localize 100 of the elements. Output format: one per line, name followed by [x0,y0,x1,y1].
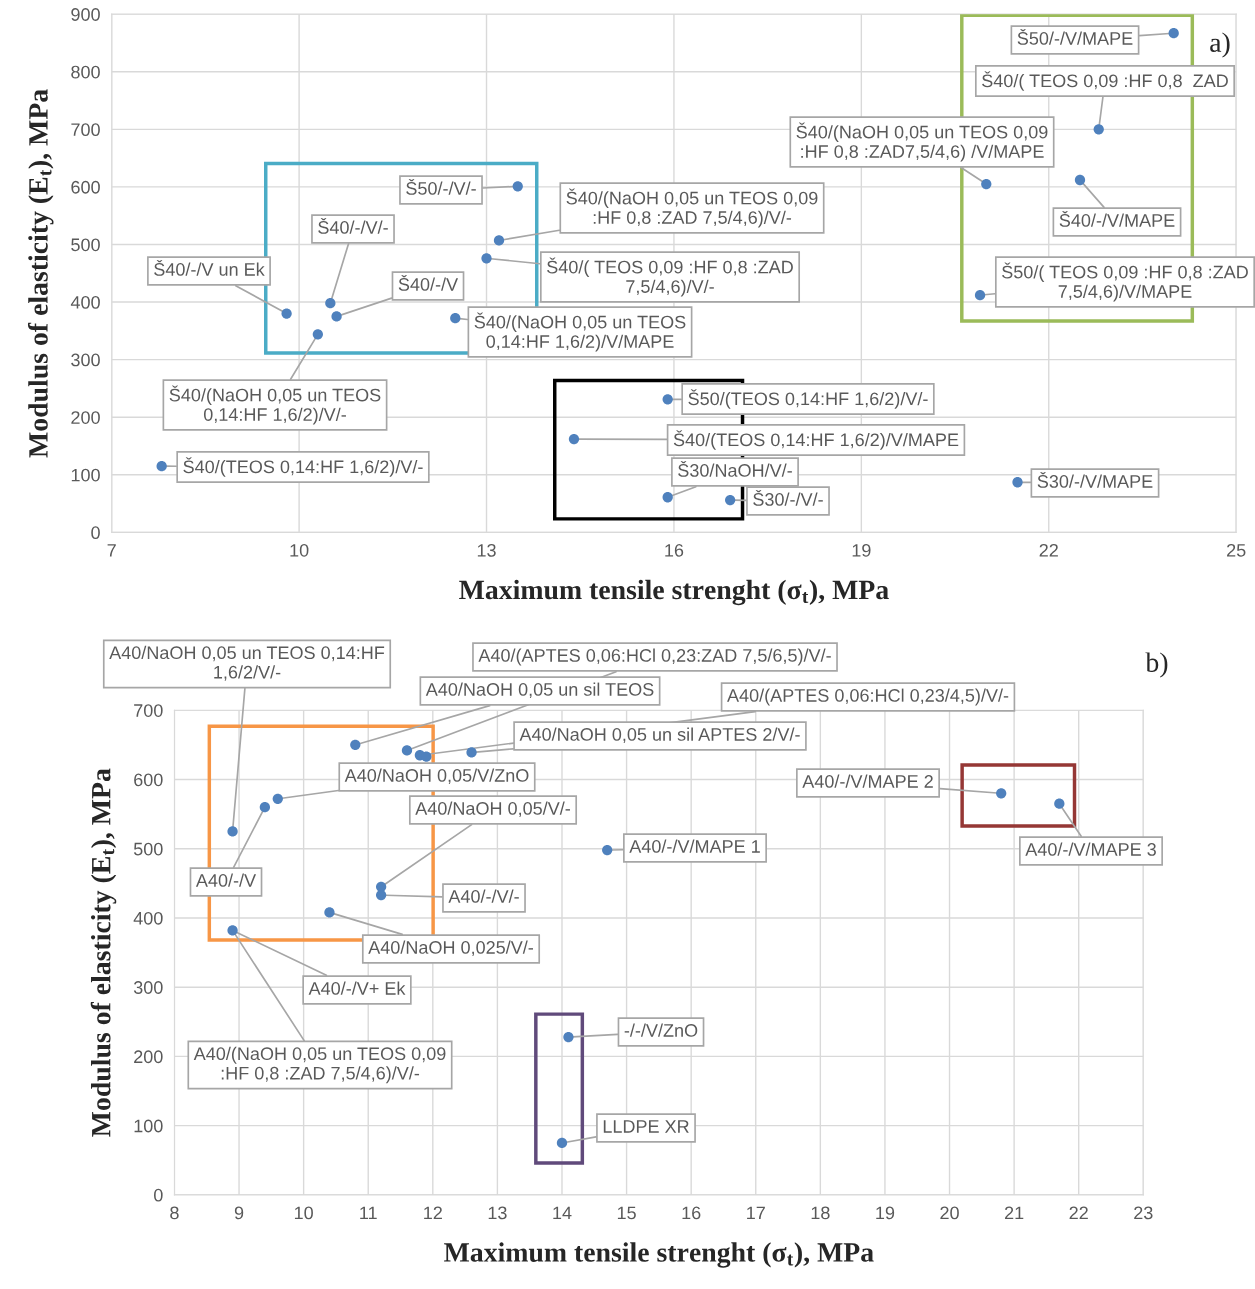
y-tick-label: 0 [154,1188,163,1202]
annotation: Š50/( TEOS 0,09 :HF 0,8 :ZAD 7,5/4,6)/V/MAPE [1002,262,1248,302]
point [421,751,432,762]
y-tick-label: 400 [70,295,100,309]
y-tick-label: 500 [71,238,100,252]
annotation: Š50/-/V/MAPE [1017,28,1133,45]
point [662,394,673,405]
point [350,739,361,751]
x-tick-label: 16 [682,1206,701,1220]
point [1074,174,1086,186]
point [1054,798,1065,809]
x-tick-label: 7 [107,544,116,557]
x-tick-label: 25 [1227,543,1246,557]
point [481,253,492,264]
x-tick-label: 8 [170,1206,179,1220]
y-tick-label: 600 [71,180,100,194]
x-tick-label: 19 [852,543,871,557]
annotation: A40/-/V/- [448,889,519,903]
y-tick-label: 700 [134,704,163,717]
annotation: Š40/(NaOH 0,05 un TEOS 0,14:HF 1,6/2)/V/- [169,385,381,425]
annotation: A40/(APTES 0,06:HCl 0,23:ZAD 7,5/6,5)/V/- [478,648,831,666]
annotation: Š30/NaOH/V/- [678,460,792,477]
annotation: Š40/-/V [398,274,459,291]
annotation: Š30/-/V/MAPE [1037,471,1153,488]
point [996,788,1007,799]
x-tick-label: 17 [747,1206,765,1220]
point [662,492,673,503]
x-tick-label: 22 [1039,543,1058,557]
point [602,844,613,856]
annotation: A40/-/V [195,873,257,887]
annotation: Š30/-/V/- [753,489,823,506]
annotation: Š50/(TEOS 0,14:HF 1,6/2)/V/- [688,389,928,409]
x-tick-label: 10 [294,1206,313,1220]
x-tick-label: 16 [665,543,684,557]
annotation: A40/-/V/MAPE 2 [802,774,933,788]
point [272,793,283,805]
annotation: A40/-/V/MAPE 1 [629,839,760,853]
x-tick-label: 15 [617,1206,636,1220]
point [725,494,736,506]
point [281,308,292,319]
y-tick-label: 400 [133,911,163,925]
point [1093,124,1104,135]
x-tick-label: 11 [360,1206,377,1220]
annotation: A40/(NaOH 0,05 un TEOS 0,09 :HF 0,8 :ZAD 7,5/4,6)/V/- [193,1046,446,1084]
annotation: A40/NaOH 0,05 un sil TEOS [425,682,654,698]
point [981,178,992,190]
x-tick-label: 9 [234,1206,244,1220]
annotation: LLDPE XR [603,1120,689,1133]
x-tick-label: 12 [424,1206,442,1220]
y-tick-label: 700 [71,123,100,137]
point [493,235,505,246]
annotation: A40/NaOH 0,05 un TEOS 0,14:HF 1,6/2/V/- [109,645,385,681]
y-tick-label: 800 [71,65,100,79]
x-tick-label: 13 [488,1206,507,1220]
y-tick-label: 200 [134,1050,163,1064]
y-axis-title: Modulus of elasticity (E$_{t}$), MPa [27,89,54,458]
annotation: A40/NaOH 0,05/V/ZnO [344,768,529,784]
point [974,290,986,301]
y-tick-label: 100 [71,468,100,482]
point [227,925,238,936]
point [401,745,413,756]
x-tick-label: 23 [1134,1206,1153,1220]
y-tick-label: 0 [91,526,100,540]
annotation: A40/-/V/MAPE 3 [1025,842,1156,856]
y-tick-label: 900 [71,8,100,21]
point [312,329,323,340]
annotation: Š40/-/V un Ek [154,259,265,276]
y-tick-label: 100 [134,1119,163,1133]
x-tick-label: 22 [1069,1206,1088,1220]
annotation: -/-/V/ZnO [624,1023,698,1037]
annotation: A40/NaOH 0,05/V/- [415,801,570,817]
y-tick-label: 300 [133,981,163,994]
annotation: Š40/(TEOS 0,14:HF 1,6/2)/V/- [183,457,423,477]
point [1012,477,1023,488]
point [324,907,335,918]
annotation: Š40/(TEOS 0,14:HF 1,6/2)/V/MAPE [673,430,959,450]
point [227,826,238,837]
annotation: Š40/( TEOS 0,09 :HF 0,8 ZAD [982,71,1228,91]
y-tick-label: 500 [133,842,163,856]
point [563,1031,574,1043]
x-tick-label: 20 [940,1206,959,1220]
text: b) [1145,652,1168,678]
point [259,802,271,813]
annotation: A40/NaOH 0,025/V/- [368,940,533,956]
x-tick-label: 10 [290,543,309,557]
point [331,311,342,322]
annotation: A40/-/V+ Ek [308,981,406,995]
point [156,461,167,472]
annotation: Š40/(NaOH 0,05 un TEOS 0,14:HF 1,6/2)/V/MAPE [474,312,686,352]
point [568,433,580,445]
x-tick-label: 18 [811,1206,830,1220]
annotation: Š50/-/V/- [406,178,476,195]
x-tick-label: 21 [1004,1206,1024,1220]
annotation: Š40/-/V/MAPE [1059,210,1175,227]
x-tick-label: 19 [876,1206,895,1220]
point [466,747,477,758]
y-tick-label: 200 [71,411,100,424]
annotation: Š40/-/V/- [318,217,388,234]
annotation: Š40/( TEOS 0,09 :HF 0,8 :ZAD 7,5/4,6)/V/- [547,257,793,297]
annotation: a) [1210,32,1230,58]
